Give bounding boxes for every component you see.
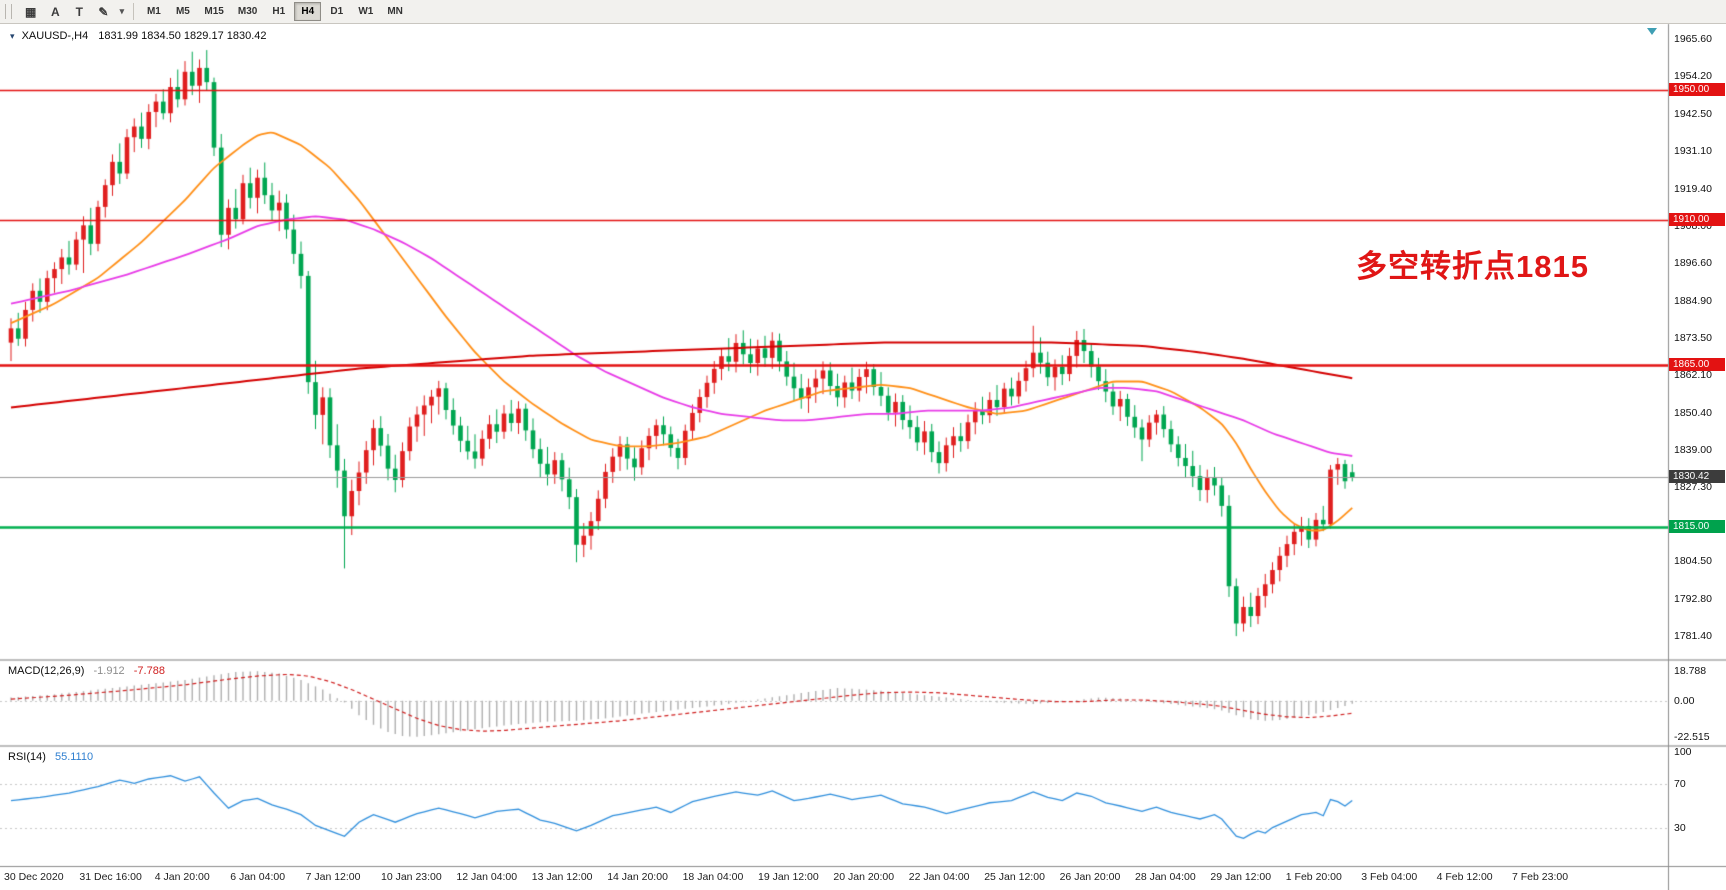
price-level-badge: 1910.00 <box>1669 212 1725 226</box>
rsi-axis-label: 100 <box>1674 746 1692 758</box>
price-axis-label: 1850.40 <box>1674 406 1712 419</box>
time-axis-label: 18 Jan 04:00 <box>682 871 744 883</box>
timeframe-button-h1[interactable]: H1 <box>265 2 292 21</box>
timeframe-button-mn[interactable]: MN <box>381 2 409 21</box>
timeframe-button-m5[interactable]: M5 <box>169 2 196 21</box>
symbol-period-label: XAUUSD-,H4 <box>21 30 89 42</box>
time-axis-label: 29 Jan 12:00 <box>1210 871 1272 883</box>
timeframe-button-h4[interactable]: H4 <box>294 2 322 21</box>
toolbar-icon-group: ▦ A T ✎ ▾ <box>19 2 127 21</box>
pencil-tool-icon[interactable]: ✎ <box>92 2 114 21</box>
ohlc-readout: 1831.99 1834.50 1829.17 1830.42 <box>98 30 267 42</box>
dropdown-caret-icon[interactable]: ▾ <box>116 2 127 21</box>
price-axis-label: 1884.90 <box>1674 294 1712 307</box>
time-axis-label: 7 Feb 23:00 <box>1512 871 1569 883</box>
timeframe-button-m1[interactable]: M1 <box>140 2 167 21</box>
timeframe-button-m15[interactable]: M15 <box>198 2 229 21</box>
chart-title: ▾ XAUUSD-,H4 1831.99 1834.50 1829.17 183… <box>10 30 267 42</box>
price-axis-label: 1942.50 <box>1674 108 1712 121</box>
rsi-indicator-label: RSI(14) 55.1110 <box>8 751 93 763</box>
price-axis-label: 1792.80 <box>1674 593 1712 606</box>
time-axis-label: 26 Jan 20:00 <box>1059 871 1121 883</box>
time-axis-label: 31 Dec 16:00 <box>79 871 142 883</box>
grid-icon[interactable]: ▦ <box>19 2 42 21</box>
time-axis-label: 6 Jan 04:00 <box>230 871 286 883</box>
rsi-name: RSI(14) <box>8 751 46 763</box>
text-tool-icon[interactable]: A <box>44 2 66 21</box>
macd-axis-label: 18.788 <box>1674 664 1707 677</box>
time-axis-label: 3 Feb 04:00 <box>1361 871 1418 883</box>
time-axis-label: 10 Jan 23:00 <box>381 871 442 883</box>
time-axis-label: 19 Jan 12:00 <box>758 871 819 883</box>
macd-indicator-label: MACD(12,26,9) -1.912 -7.788 <box>8 665 165 677</box>
chart-shift-marker-icon[interactable] <box>1647 28 1657 35</box>
rsi-value: 55.1110 <box>54 751 94 763</box>
time-axis-label: 22 Jan 04:00 <box>908 871 970 883</box>
price-level-badge: 1830.42 <box>1669 470 1725 484</box>
annotation-text[interactable]: 多空转折点1815 <box>1356 249 1589 284</box>
macd-main-value: -1.912 <box>93 665 125 677</box>
time-axis-label: 1 Feb 20:00 <box>1285 871 1342 883</box>
toolbar: ▦ A T ✎ ▾ M1 M5 M15 M30 H1 H4 D1 W1 MN <box>0 0 1726 24</box>
price-axis-label: 1965.60 <box>1674 33 1712 46</box>
price-axis-label: 1919.40 <box>1674 183 1712 196</box>
price-level-badge: 1865.00 <box>1669 358 1725 372</box>
time-axis-label: 12 Jan 04:00 <box>456 871 518 883</box>
macd-name: MACD(12,26,9) <box>8 665 85 677</box>
time-axis[interactable]: 30 Dec 2020 31 Dec 16:00 4 Jan 20:00 6 Jan … <box>0 867 1726 890</box>
timeframe-button-w1[interactable]: W1 <box>352 2 379 21</box>
price-axis-label: 1781.40 <box>1674 630 1712 643</box>
macd-axis-label: -22.515 <box>1674 730 1710 743</box>
time-axis-label: 25 Jan 12:00 <box>984 871 1045 883</box>
rsi-axis-label: 70 <box>1674 778 1686 791</box>
price-axis-label: 1827.30 <box>1674 481 1712 494</box>
macd-axis-label: 0.00 <box>1674 694 1695 707</box>
price-axis-label: 1873.50 <box>1674 331 1712 344</box>
time-axis-label: 30 Dec 2020 <box>4 871 64 883</box>
time-axis-label: 28 Jan 04:00 <box>1135 871 1196 883</box>
label-tool-icon[interactable]: T <box>68 2 90 21</box>
timeframe-button-m30[interactable]: M30 <box>232 2 263 21</box>
price-axis[interactable]: 1965.60 1954.20 1942.50 1931.10 1919.40 1908.… <box>1668 24 1726 866</box>
price-level-badge: 1950.00 <box>1669 82 1725 96</box>
toolbar-grip[interactable] <box>5 4 12 19</box>
time-axis-label: 13 Jan 12:00 <box>531 871 593 883</box>
timeframe-button-group: M1 M5 M15 M30 H1 H4 D1 W1 MN <box>140 2 408 21</box>
price-axis-label: 1931.10 <box>1674 145 1712 158</box>
price-axis-label: 1896.60 <box>1674 256 1712 269</box>
time-axis-label: 4 Jan 20:00 <box>154 871 210 883</box>
time-axis-label: 7 Jan 12:00 <box>305 871 361 883</box>
toolbar-separator <box>133 3 135 20</box>
time-axis-label: 14 Jan 20:00 <box>607 871 668 883</box>
price-axis-label: 1862.10 <box>1674 368 1712 381</box>
price-axis-label: 1954.20 <box>1674 70 1712 83</box>
macd-signal-value: -7.788 <box>133 665 165 677</box>
rsi-axis-label: 30 <box>1674 821 1686 834</box>
price-axis-label: 1804.50 <box>1674 555 1712 568</box>
price-axis-label: 1839.00 <box>1674 443 1712 456</box>
time-axis-label: 4 Feb 12:00 <box>1436 871 1493 883</box>
timeframe-button-d1[interactable]: D1 <box>323 2 350 21</box>
price-level-badge: 1815.00 <box>1669 520 1725 534</box>
collapse-arrow-icon[interactable]: ▾ <box>10 31 15 41</box>
time-axis-label: 20 Jan 20:00 <box>833 871 895 883</box>
